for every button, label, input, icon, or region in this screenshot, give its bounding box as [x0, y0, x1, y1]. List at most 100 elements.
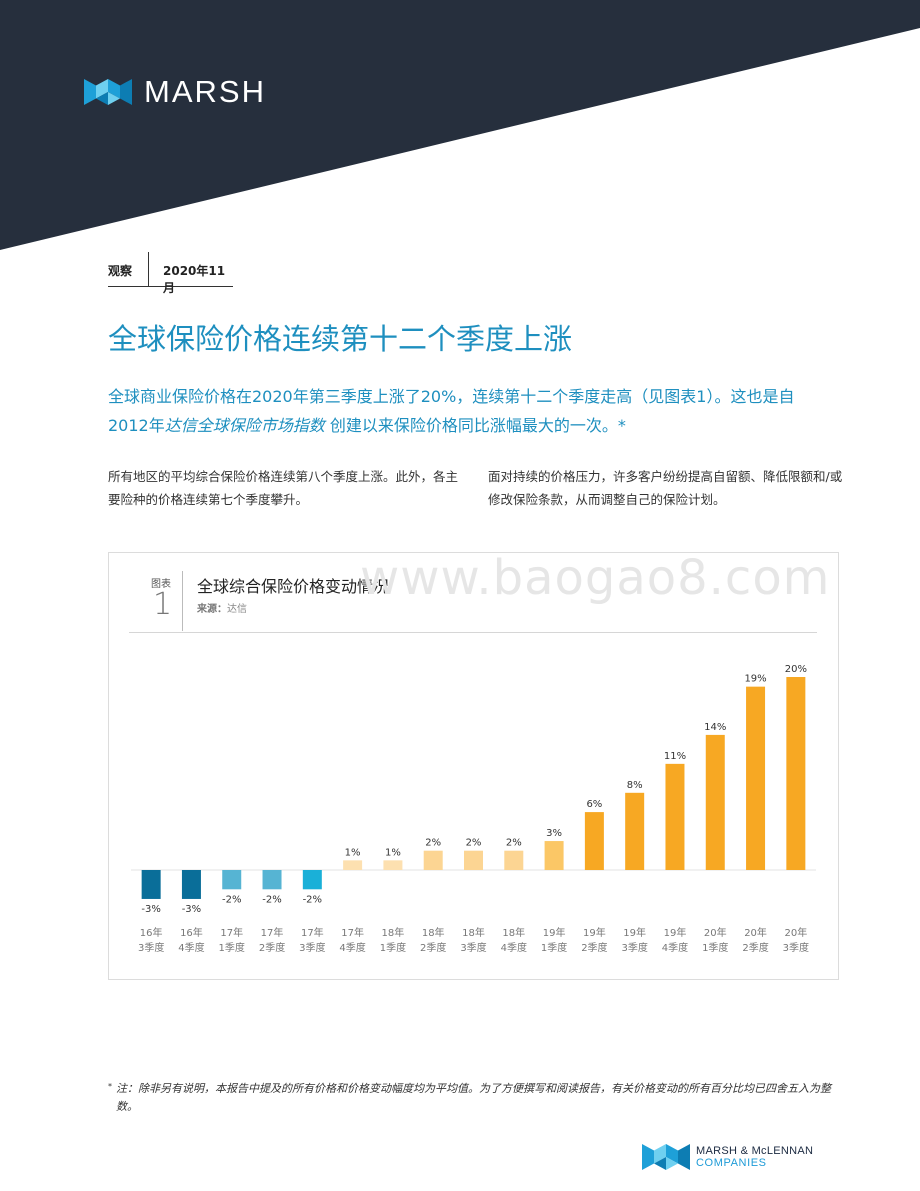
- chart-tick-label-quarter: 4季度: [178, 941, 204, 954]
- marsh-logo: MARSH: [84, 74, 266, 110]
- mmc-logo-icon: [642, 1144, 690, 1170]
- chart-bar: [464, 850, 483, 870]
- chart-tick-label-quarter: 1季度: [702, 941, 728, 954]
- chart-data-label: 11%: [664, 751, 686, 762]
- chart-tick-label-quarter: 4季度: [339, 941, 365, 954]
- chart-tick-label-year: 19年: [623, 926, 646, 939]
- chart-tick-label-year: 20年: [744, 926, 767, 939]
- watermark-text: www.baogao8.com: [360, 550, 831, 606]
- report-date: 2020年11月: [163, 264, 226, 295]
- chart-tick-label-year: 17年: [301, 926, 324, 939]
- chart-tick-label-year: 20年: [784, 926, 807, 939]
- chart-data-label: -2%: [262, 894, 281, 905]
- chart-data-label: 1%: [385, 847, 401, 858]
- chart-bar: [423, 850, 443, 870]
- chart-tick-label-quarter: 1季度: [541, 941, 567, 954]
- chart-bar: [625, 792, 645, 870]
- chart-tick-label-year: 18年: [422, 926, 445, 939]
- figure-box: 图表 1 全球综合保险价格变动情况 来源：达信 -3% 16年 3季度 -3% 16年 4…: [108, 552, 839, 980]
- chart-bar: [343, 860, 363, 870]
- figure-source-label: 来源：: [197, 604, 227, 615]
- lead-text-2: 创建以来保险价格同比涨幅最大的一次。*: [329, 416, 626, 435]
- chart-data-label: 1%: [345, 847, 361, 858]
- chart-tick-label-year: 16年: [180, 926, 203, 939]
- chart-tick-label-quarter: 1季度: [380, 941, 406, 954]
- chart-data-label: 2%: [506, 838, 522, 849]
- chart-bar: [222, 870, 242, 890]
- figure-title: 全球综合保险价格变动情况: [197, 577, 390, 596]
- chart-tick-label-year: 17年: [341, 926, 364, 939]
- figure-label: 图表: [151, 579, 171, 590]
- chart-data-label: 14%: [704, 722, 726, 733]
- lead-text-1: 全球商业保险价格在2020年第三季度上涨了20%，连续第十二个季度走高（见图表1…: [108, 387, 795, 435]
- chart-tick-label-quarter: 4季度: [501, 941, 527, 954]
- chart-data-label: 19%: [744, 674, 766, 685]
- mmc-name-line1: MARSH & McLENNAN: [696, 1145, 814, 1157]
- chart-bar: [584, 812, 604, 870]
- chart-tick-label-year: 17年: [220, 926, 243, 939]
- chart-data-label: 8%: [627, 780, 643, 791]
- figure-number: 1: [153, 587, 173, 622]
- chart-bar: [544, 841, 564, 870]
- chart-tick-label-quarter: 2季度: [742, 941, 768, 954]
- chart-bar: [705, 734, 725, 870]
- lead-emphasis: 达信全球保险市场指数: [164, 416, 325, 435]
- chart-tick-label-quarter: 3季度: [783, 941, 809, 954]
- chart-tick-label-quarter: 2季度: [420, 941, 446, 954]
- chart-bar: [383, 860, 403, 870]
- chart-tick-label-quarter: 4季度: [662, 941, 688, 954]
- chart-tick-label-year: 17年: [261, 926, 284, 939]
- chart-data-label: -3%: [182, 904, 201, 915]
- report-meta: 观察 2020年11月: [108, 252, 233, 295]
- page-title: 全球保险价格连续第十二个季度上涨: [108, 322, 573, 356]
- chart-tick-label-year: 18年: [382, 926, 405, 939]
- mmc-logo: MARSH & McLENNAN COMPANIES: [642, 1144, 813, 1170]
- chart-tick-label-year: 18年: [502, 926, 525, 939]
- chart-tick-label-year: 19年: [543, 926, 566, 939]
- chart-data-label: 6%: [586, 799, 602, 810]
- marsh-wordmark: MARSH: [144, 74, 266, 109]
- chart-bar: [504, 850, 524, 870]
- chart-bar: [141, 870, 161, 899]
- chart-bar: [302, 870, 322, 890]
- footnote-mark: *: [108, 1082, 112, 1091]
- body-column-left: 所有地区的平均综合保险价格连续第八个季度上涨。此外，各主要险种的价格连续第七个季…: [108, 469, 459, 507]
- chart-bar: [181, 870, 201, 899]
- chart-bar: [262, 870, 282, 890]
- header-banner: [0, 0, 920, 250]
- chart-data-label: 3%: [546, 828, 562, 839]
- chart-data-label: -2%: [303, 894, 322, 905]
- report-category: 观察: [108, 264, 133, 278]
- chart-tick-label-year: 19年: [664, 926, 687, 939]
- chart-tick-label-quarter: 3季度: [460, 941, 486, 954]
- chart-tick-label-quarter: 3季度: [299, 941, 325, 954]
- chart-data-label: 20%: [785, 664, 807, 675]
- chart-tick-label-year: 20年: [704, 926, 727, 939]
- chart-tick-label-year: 19年: [583, 926, 606, 939]
- figure-source: 来源：达信: [197, 600, 247, 615]
- chart-tick-label-quarter: 2季度: [581, 941, 607, 954]
- body-column-right: 面对持续的价格压力，许多客户纷纷提高自留额、降低限额和/或修改保险条款，从而调整…: [488, 469, 843, 507]
- chart-tick-label-quarter: 2季度: [259, 941, 285, 954]
- footnote: * 注：除非另有说明，本报告中提及的所有价格和价格变动幅度均为平均值。为了方便撰…: [108, 1080, 838, 1116]
- figure-divider: [182, 571, 183, 631]
- chart-data-label: -3%: [141, 904, 160, 915]
- meta-divider: [148, 252, 149, 286]
- chart-data-label: 2%: [466, 838, 482, 849]
- marsh-logo-icon: [84, 79, 132, 105]
- mmc-name-line2: COMPANIES: [696, 1157, 767, 1169]
- chart-bar: [786, 677, 806, 870]
- chart-tick-label-quarter: 3季度: [138, 941, 164, 954]
- chart-bar: [746, 686, 766, 870]
- lead-paragraph: 全球商业保险价格在2020年第三季度上涨了20%，连续第十二个季度走高（见图表1…: [108, 382, 828, 440]
- bar-chart: -3% 16年 3季度 -3% 16年 4季度 -2% 17年 1季度 -2% 17年 2季度 -2% 1…: [131, 664, 816, 954]
- figure-source-value: 达信: [227, 604, 247, 615]
- chart-tick-label-quarter: 3季度: [621, 941, 647, 954]
- chart-bar: [665, 763, 685, 870]
- footnote-text: 注：除非另有说明，本报告中提及的所有价格和价格变动幅度均为平均值。为了方便撰写和…: [116, 1082, 831, 1113]
- figure-header-rule: [129, 632, 817, 633]
- chart-data-label: 2%: [425, 838, 441, 849]
- chart-tick-label-year: 16年: [140, 926, 163, 939]
- chart-tick-label-quarter: 1季度: [219, 941, 245, 954]
- chart-data-label: -2%: [222, 894, 241, 905]
